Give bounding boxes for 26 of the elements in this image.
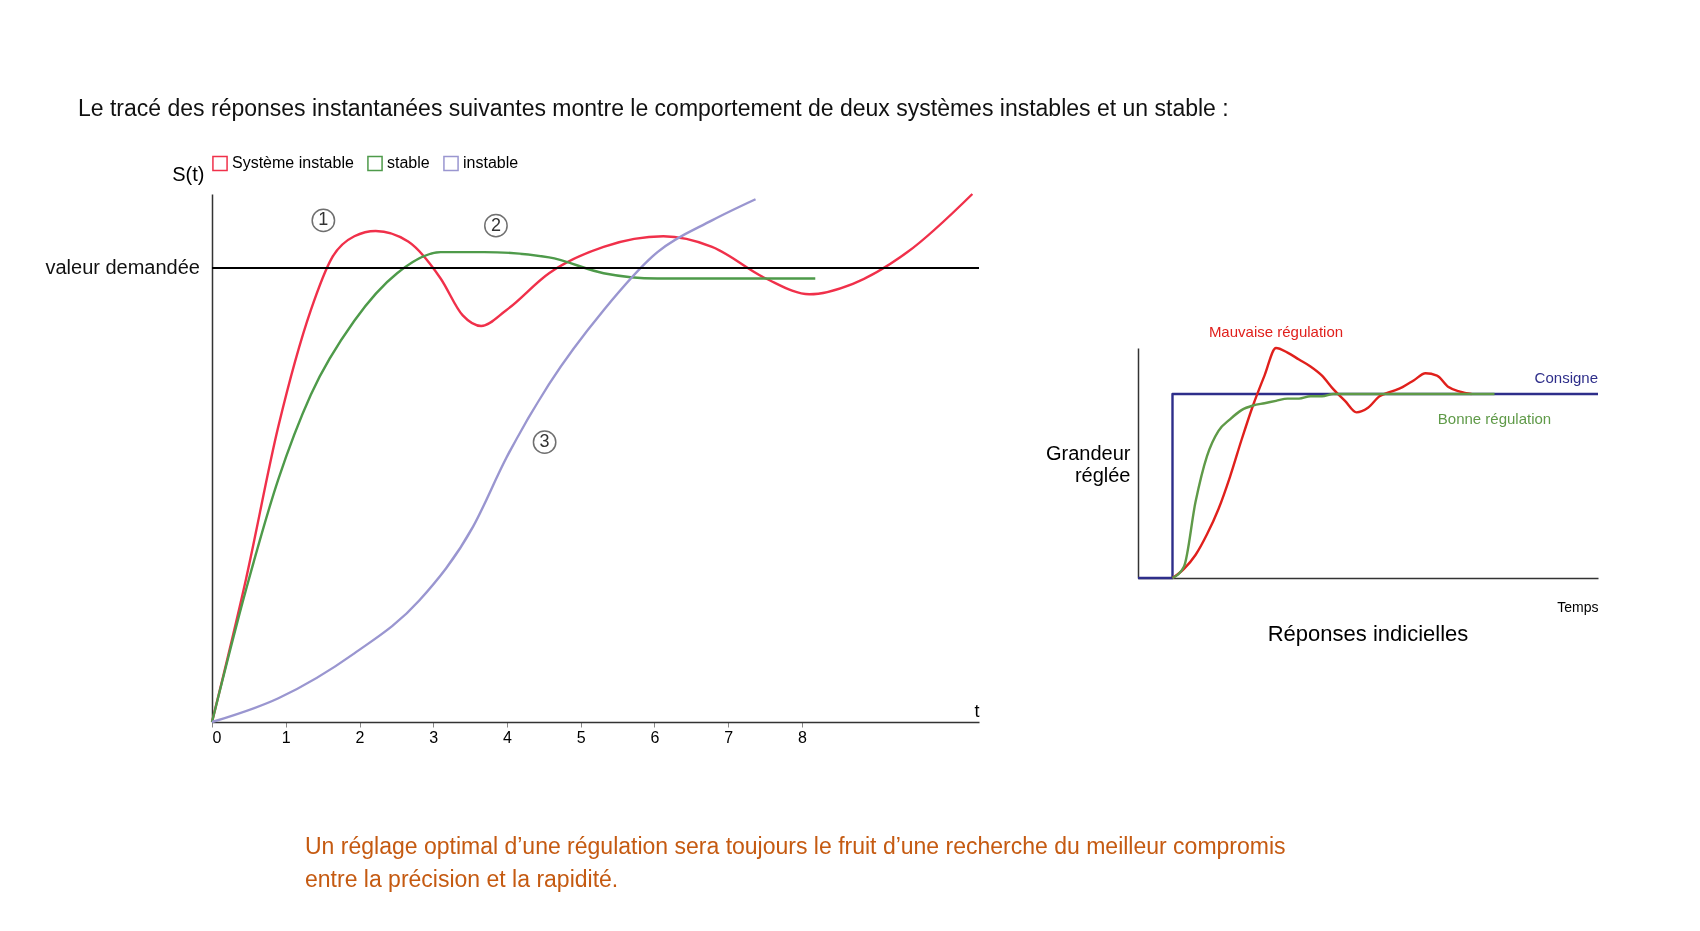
series-label: Consigne <box>1534 369 1598 386</box>
text: Réponses indicielles <box>1267 621 1469 646</box>
x-tick-label: 7 <box>724 728 734 746</box>
chart-title: Le tracé des réponses instantanées suivantes montre le comportement de deux systèmes instables et un stable : <box>78 95 1229 122</box>
x-tick-label: 3 <box>429 728 439 746</box>
ref-line-label: valeur demandée <box>45 255 200 278</box>
annotation: 3 <box>539 431 550 452</box>
x-tick-label: 0 <box>212 728 222 746</box>
series-label: Bonne régulation <box>1437 410 1552 427</box>
annotation: 1 <box>318 209 329 230</box>
series-label: Mauvaise régulation <box>1208 323 1344 340</box>
y-axis-title: Grandeur réglée <box>1046 441 1131 486</box>
x-tick-label: 1 <box>281 728 291 746</box>
text: Un réglage optimal d’une régulation sera toujours le fruit d’une recherche du meilleur compromis entre la précision et la rapidité. <box>305 832 1287 895</box>
x-tick-label: 6 <box>650 728 660 746</box>
legend-label: stable <box>387 154 430 172</box>
x-axis-title: t <box>974 700 980 721</box>
x-tick-label: 5 <box>576 728 586 746</box>
legend-label: instable <box>463 154 519 172</box>
y-axis-title: S(t) <box>172 162 205 185</box>
x-tick-label: 4 <box>503 728 513 746</box>
x-axis-title: Temps <box>1557 598 1599 615</box>
x-tick-label: 2 <box>355 728 365 746</box>
legend-label: Système instable <box>232 154 354 172</box>
x-tick-label: 8 <box>798 728 808 746</box>
annotation: 2 <box>490 214 501 235</box>
